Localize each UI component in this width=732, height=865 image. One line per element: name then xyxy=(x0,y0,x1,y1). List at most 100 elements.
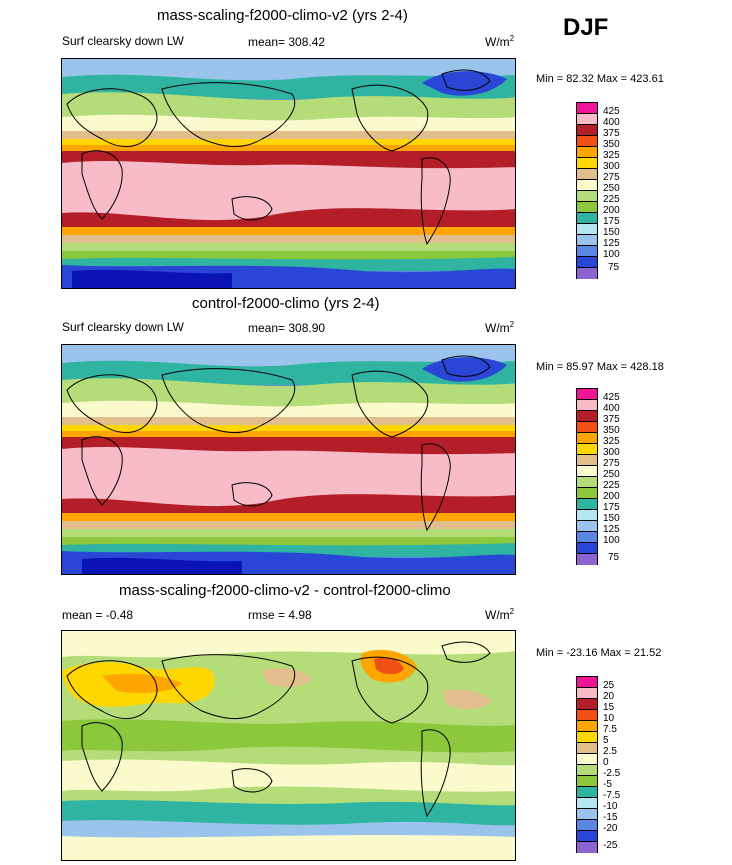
panel-2-swatch xyxy=(577,532,597,543)
panel-1-level: 350 xyxy=(603,139,620,150)
panel-1-colorbar xyxy=(576,102,598,279)
panel-3-level: -25 xyxy=(603,840,618,851)
panel-3-swatch xyxy=(577,831,597,842)
panel-1-level: 125 xyxy=(603,238,620,249)
panel-1-swatch xyxy=(577,202,597,213)
panel-1-level: 200 xyxy=(603,205,620,216)
panel-2-minmax: Min = 85.97 Max = 428.18 xyxy=(536,361,664,373)
panel-2-swatch xyxy=(577,499,597,510)
panel-2-level: 75 xyxy=(608,552,620,563)
panel-1-swatch xyxy=(577,268,597,279)
panel-3-title: mass-scaling-f2000-climo-v2 - control-f2… xyxy=(119,582,451,599)
panel-2-level: 375 xyxy=(603,414,620,425)
panel-2-level: 275 xyxy=(603,458,620,469)
panel-3-swatch xyxy=(577,787,597,798)
panel-3-map xyxy=(61,630,516,861)
panel-2-variable: Surf clearsky down LW xyxy=(62,320,184,334)
panel-3-level: -5 xyxy=(603,779,612,790)
panel-1-variable: Surf clearsky down LW xyxy=(62,34,184,48)
panel-2-swatch xyxy=(577,477,597,488)
panel-3-level: 10 xyxy=(603,713,615,724)
panel-1-swatch xyxy=(577,257,597,268)
panel-3-level: 7.5 xyxy=(603,724,617,735)
panel-2-level: 100 xyxy=(603,535,620,546)
panel-1-swatch xyxy=(577,191,597,202)
panel-3-swatch xyxy=(577,776,597,787)
panel-3-swatch xyxy=(577,765,597,776)
panel-1-swatch xyxy=(577,158,597,169)
panel-1-level: 300 xyxy=(603,161,620,172)
panel-2-swatch xyxy=(577,488,597,499)
panel-2-swatch xyxy=(577,521,597,532)
panel-3-swatch xyxy=(577,677,597,688)
panel-2-level: 400 xyxy=(603,403,620,414)
panel-3-level: 2.5 xyxy=(603,746,617,757)
panel-1-units: W/m2 xyxy=(485,34,515,49)
panel-2-level: 200 xyxy=(603,491,620,502)
panel-1-swatch xyxy=(577,125,597,136)
panel-3-swatch xyxy=(577,798,597,809)
panel-2-colorbar xyxy=(576,388,598,565)
panel-3-level: -7.5 xyxy=(603,790,621,801)
panel-2-map xyxy=(61,344,516,575)
panel-1-swatch xyxy=(577,180,597,191)
panel-3-level: -20 xyxy=(603,823,618,834)
panel-1-level: 375 xyxy=(603,128,620,139)
panel-3-swatch xyxy=(577,820,597,831)
panel-1-level: 75 xyxy=(608,262,620,273)
panel-3-swatch xyxy=(577,842,597,853)
panel-3-swatch xyxy=(577,732,597,743)
panel-1-minmax: Min = 82.32 Max = 423.61 xyxy=(536,73,664,85)
panel-2-swatch xyxy=(577,455,597,466)
panel-2-swatch xyxy=(577,411,597,422)
panel-2-level: 150 xyxy=(603,513,620,524)
panel-3-swatch xyxy=(577,688,597,699)
panel-1-level: 275 xyxy=(603,172,620,183)
panel-1-level: 325 xyxy=(603,150,620,161)
panel-3-units: W/m2 xyxy=(485,607,515,622)
panel-2-swatch xyxy=(577,466,597,477)
panel-1-swatch xyxy=(577,103,597,114)
panel-2-swatch xyxy=(577,400,597,411)
panel-2-swatch xyxy=(577,433,597,444)
panel-3-minmax: Min = -23.16 Max = 21.52 xyxy=(536,647,662,659)
panel-1-swatch xyxy=(577,136,597,147)
panel-1-swatch xyxy=(577,147,597,158)
panel-1-swatch xyxy=(577,169,597,180)
panel-2-mean: mean= 308.90 xyxy=(248,321,326,335)
panel-3-swatch xyxy=(577,699,597,710)
panel-3-level: 20 xyxy=(603,691,615,702)
panel-1-level: 175 xyxy=(603,216,620,227)
panel-3-swatch xyxy=(577,710,597,721)
panel-2-swatch xyxy=(577,444,597,455)
panel-2-level: 425 xyxy=(603,392,620,403)
panel-2-level: 300 xyxy=(603,447,620,458)
panel-1-swatch xyxy=(577,213,597,224)
panel-3-level: 0 xyxy=(603,757,609,768)
panel-1-swatch xyxy=(577,114,597,125)
panel-2-level: 325 xyxy=(603,436,620,447)
panel-1-map xyxy=(61,58,516,289)
panel-3-level: -15 xyxy=(603,812,618,823)
panel-2-units: W/m2 xyxy=(485,320,515,335)
panel-1-level: 400 xyxy=(603,117,620,128)
panel-3-level: -10 xyxy=(603,801,618,812)
panel-1-mean: mean= 308.42 xyxy=(248,35,326,49)
panel-1-level: 100 xyxy=(603,249,620,260)
panel-2-level: 175 xyxy=(603,502,620,513)
panel-1-title: mass-scaling-f2000-climo-v2 (yrs 2-4) xyxy=(157,7,408,24)
panel-2-swatch xyxy=(577,510,597,521)
panel-2-level: 350 xyxy=(603,425,620,436)
panel-2-swatch xyxy=(577,543,597,554)
panel-3-colorbar xyxy=(576,676,598,853)
panel-2-swatch xyxy=(577,554,597,565)
season-label: DJF xyxy=(563,14,609,41)
panel-2-swatch xyxy=(577,389,597,400)
panel-3-swatch xyxy=(577,809,597,820)
panel-1-swatch xyxy=(577,224,597,235)
panel-3-swatch xyxy=(577,721,597,732)
panel-2-level: 125 xyxy=(603,524,620,535)
panel-1-level: 250 xyxy=(603,183,620,194)
panel-1-level: 225 xyxy=(603,194,620,205)
panel-3-mean: mean = -0.48 xyxy=(62,608,134,622)
